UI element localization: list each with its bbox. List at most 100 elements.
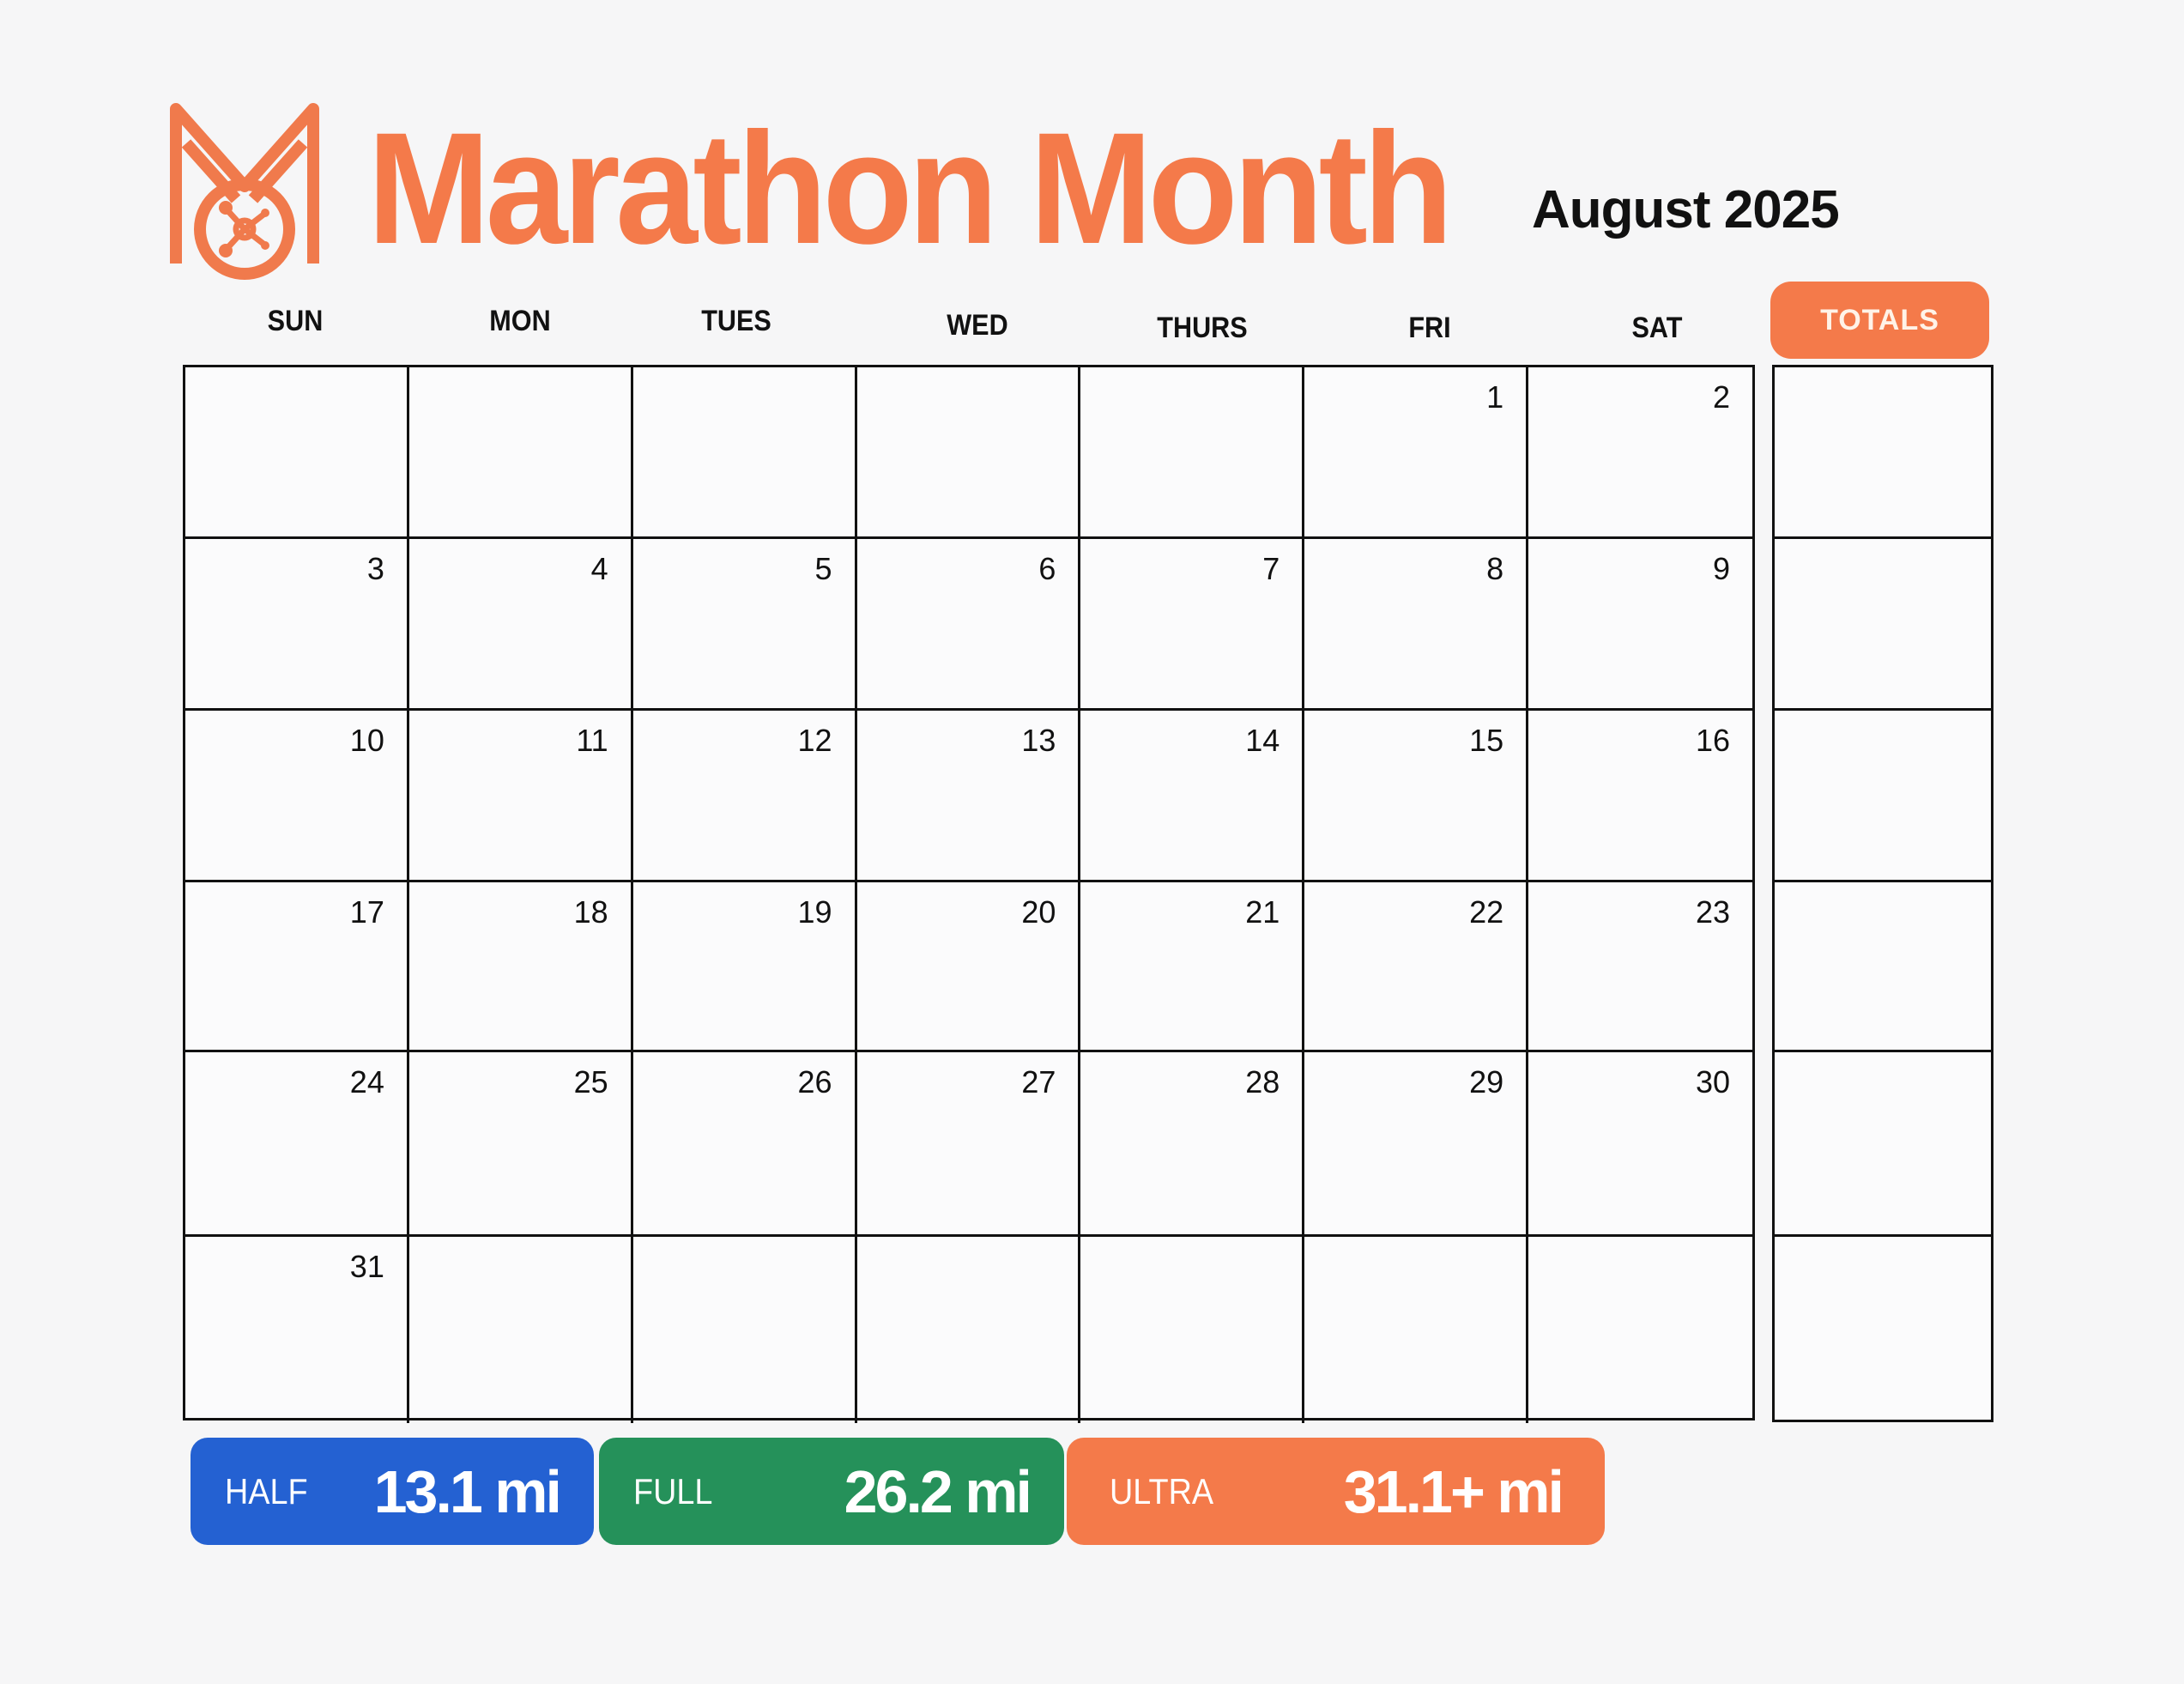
day-number: 27 xyxy=(1021,1064,1056,1099)
day-cell[interactable] xyxy=(633,1237,857,1423)
day-cell[interactable]: 31 xyxy=(185,1237,409,1423)
day-number: 1 xyxy=(1486,379,1504,415)
weekday-header-fri: FRI xyxy=(1408,312,1451,344)
day-number: 21 xyxy=(1245,894,1280,930)
legend-full: FULL 26.2 mi xyxy=(599,1438,1064,1545)
legend-ultra-distance: 31.1+ mi xyxy=(1343,1457,1564,1525)
day-number: 24 xyxy=(349,1064,384,1099)
weekday-header-sun: SUN xyxy=(267,305,324,337)
day-number: 6 xyxy=(1038,551,1056,586)
legend-full-label: FULL xyxy=(633,1470,713,1511)
calendar-grid: 1 2 3 4 5 6 7 8 9 10 11 12 13 14 15 16 17 18 19 20 21 22 23 24 2… xyxy=(183,365,1755,1423)
day-number: 20 xyxy=(1021,894,1056,930)
day-cell[interactable]: 23 xyxy=(1528,882,1752,1052)
day-cell[interactable]: 11 xyxy=(408,711,633,882)
weekly-total-cell[interactable] xyxy=(1775,1237,1991,1420)
day-number: 9 xyxy=(1712,551,1730,586)
day-number: 17 xyxy=(349,894,384,930)
day-cell[interactable]: 24 xyxy=(185,1052,409,1237)
day-cell[interactable]: 21 xyxy=(1080,882,1305,1052)
legend-full-distance: 26.2 mi xyxy=(844,1457,1032,1525)
day-cell[interactable]: 20 xyxy=(856,882,1081,1052)
day-cell[interactable]: 27 xyxy=(856,1052,1081,1237)
day-number: 26 xyxy=(797,1064,832,1099)
day-cell[interactable]: 18 xyxy=(408,882,633,1052)
day-cell[interactable] xyxy=(856,367,1081,539)
day-cell[interactable]: 29 xyxy=(1304,1052,1529,1237)
day-number: 19 xyxy=(797,894,832,930)
day-cell[interactable]: 15 xyxy=(1304,711,1529,882)
day-cell[interactable] xyxy=(857,1237,1081,1423)
day-cell[interactable]: 1 xyxy=(1304,367,1529,539)
day-cell[interactable] xyxy=(1080,367,1305,539)
day-cell[interactable]: 8 xyxy=(1304,539,1529,711)
legend-ultra: ULTRA 31.1+ mi xyxy=(1067,1438,1605,1545)
day-number: 4 xyxy=(590,551,608,586)
day-cell[interactable] xyxy=(1528,1237,1752,1423)
day-cell[interactable] xyxy=(632,367,857,539)
day-cell[interactable]: 12 xyxy=(632,711,857,882)
weekly-total-cell[interactable] xyxy=(1775,711,1991,882)
day-cell[interactable]: 3 xyxy=(185,539,409,711)
day-cell[interactable]: 2 xyxy=(1528,367,1752,539)
day-number: 7 xyxy=(1262,551,1280,586)
day-cell[interactable]: 6 xyxy=(856,539,1081,711)
day-number: 23 xyxy=(1695,894,1730,930)
day-number: 16 xyxy=(1695,723,1730,758)
totals-header: TOTALS xyxy=(1770,282,1989,359)
weekday-header-mon: MON xyxy=(489,305,551,337)
day-number: 30 xyxy=(1695,1064,1730,1099)
day-cell[interactable]: 9 xyxy=(1528,539,1752,711)
totals-column xyxy=(1772,365,1993,1422)
day-cell[interactable]: 17 xyxy=(185,882,409,1052)
day-cell[interactable]: 5 xyxy=(632,539,857,711)
day-number: 28 xyxy=(1245,1064,1280,1099)
day-cell[interactable]: 25 xyxy=(408,1052,633,1237)
weekly-total-cell[interactable] xyxy=(1775,1052,1991,1237)
legend-half-distance: 13.1 mi xyxy=(373,1457,562,1525)
day-number: 2 xyxy=(1712,379,1730,415)
day-number: 29 xyxy=(1469,1064,1504,1099)
month-label: August 2025 xyxy=(1532,180,1840,239)
day-cell[interactable] xyxy=(1080,1237,1305,1423)
weekly-total-cell[interactable] xyxy=(1775,539,1991,711)
marathon-medal-logo-icon xyxy=(170,103,319,280)
day-cell[interactable]: 30 xyxy=(1528,1052,1752,1237)
weekday-header-tues: TUES xyxy=(701,305,771,337)
day-cell[interactable]: 13 xyxy=(856,711,1081,882)
day-number: 13 xyxy=(1021,723,1056,758)
day-cell[interactable]: 19 xyxy=(632,882,857,1052)
day-cell[interactable]: 7 xyxy=(1080,539,1305,711)
weekly-total-cell[interactable] xyxy=(1775,882,1991,1052)
day-number: 25 xyxy=(573,1064,608,1099)
day-cell[interactable]: 22 xyxy=(1304,882,1529,1052)
day-number: 14 xyxy=(1245,723,1280,758)
day-cell[interactable]: 28 xyxy=(1080,1052,1305,1237)
day-number: 3 xyxy=(366,551,384,586)
day-cell[interactable] xyxy=(408,367,633,539)
day-cell[interactable]: 16 xyxy=(1528,711,1752,882)
day-cell[interactable]: 26 xyxy=(632,1052,857,1237)
day-cell[interactable] xyxy=(185,367,409,539)
day-number: 8 xyxy=(1486,551,1504,586)
day-number: 15 xyxy=(1469,723,1504,758)
day-cell[interactable] xyxy=(1304,1237,1529,1423)
day-number: 22 xyxy=(1469,894,1504,930)
weekday-header-thurs: THURS xyxy=(1157,312,1248,344)
day-number: 11 xyxy=(576,723,608,758)
day-number: 31 xyxy=(349,1249,384,1284)
legend-half-label: HALF xyxy=(225,1470,308,1511)
day-number: 10 xyxy=(349,723,384,758)
page-title: Marathon Month xyxy=(367,100,1453,277)
day-cell[interactable]: 14 xyxy=(1080,711,1305,882)
weekday-header-sat: SAT xyxy=(1631,312,1683,344)
legend-half: HALF 13.1 mi xyxy=(191,1438,594,1545)
day-cell[interactable]: 4 xyxy=(408,539,633,711)
weekly-total-cell[interactable] xyxy=(1775,367,1991,539)
day-number: 5 xyxy=(814,551,832,586)
day-cell[interactable] xyxy=(409,1237,633,1423)
day-cell[interactable]: 10 xyxy=(185,711,409,882)
legend-ultra-label: ULTRA xyxy=(1110,1470,1214,1511)
weekday-header-wed: WED xyxy=(947,309,1008,342)
day-number: 18 xyxy=(573,894,608,930)
